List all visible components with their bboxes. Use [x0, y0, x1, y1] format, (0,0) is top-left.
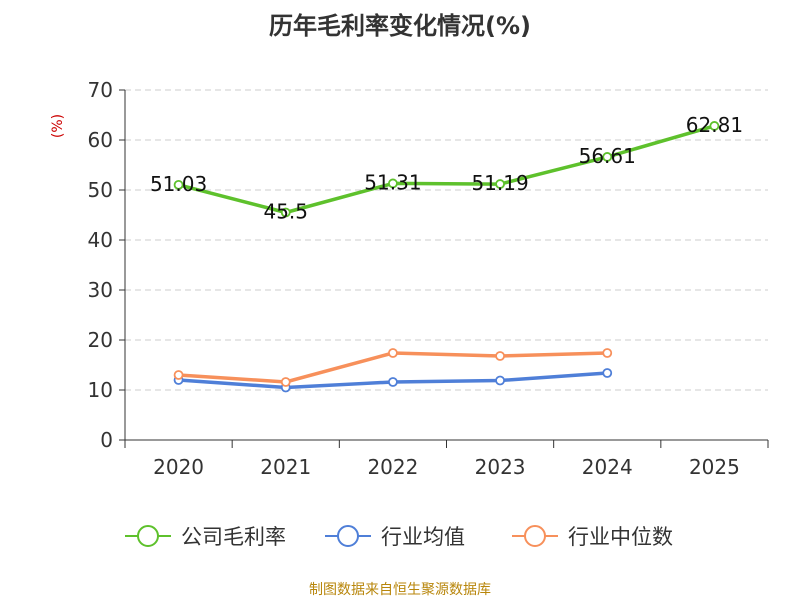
data-label: 51.03 [150, 172, 207, 196]
x-tick-label: 2022 [367, 455, 418, 479]
y-tick-label: 50 [88, 178, 113, 202]
data-point [495, 351, 505, 361]
legend-marker-icon [337, 525, 359, 547]
data-label: 51.19 [471, 171, 528, 195]
data-label: 51.31 [364, 170, 421, 194]
data-label: 45.5 [263, 200, 308, 224]
legend-label: 公司毛利率 [181, 525, 286, 549]
x-tick-label: 2020 [153, 455, 204, 479]
data-point [602, 152, 613, 162]
data-point [173, 370, 184, 380]
legend-marker-icon [137, 525, 159, 547]
chart-title: 历年毛利率变化情况(%) [269, 12, 531, 40]
y-tick-label: 60 [88, 128, 113, 152]
x-tick-label: 2024 [582, 455, 633, 479]
y-axis-unit: (%) [50, 114, 66, 138]
series-line [176, 124, 717, 215]
y-tick-label: 20 [88, 328, 113, 352]
y-tick-label: 30 [88, 278, 113, 302]
data-labels: 51.03 45.5 51.31 51.19 56.61 62.81 [150, 113, 743, 224]
x-tick-label: 2025 [689, 455, 740, 479]
data-point [388, 377, 398, 387]
data-point [388, 178, 398, 189]
data-point [709, 121, 720, 131]
data-point [173, 179, 184, 190]
data-point [280, 377, 291, 387]
data-point [602, 348, 613, 358]
legend-item[interactable]: 行业均值 [325, 525, 465, 549]
x-tick-label: 2023 [475, 455, 526, 479]
legend-item[interactable]: 行业中位数 [512, 525, 673, 549]
data-point [602, 368, 613, 378]
data-point [495, 375, 505, 386]
y-tick-label: 10 [88, 378, 113, 402]
legend-item[interactable]: 公司毛利率 [125, 525, 286, 549]
y-tick-label: 70 [88, 78, 113, 102]
data-label: 56.61 [579, 144, 636, 168]
axes: 0 10 20 30 40 50 60 70 2020 2021 2022 2023 2024 2025 [88, 78, 769, 479]
data-point [388, 348, 398, 358]
data-point [280, 207, 291, 218]
data-label: 62.81 [686, 113, 743, 137]
data-point [495, 179, 505, 189]
legend[interactable]: 公司毛利率 行业均值 行业中位数 [125, 525, 673, 549]
grid [125, 89, 768, 391]
legend-marker-icon [524, 525, 546, 547]
series-group [173, 121, 720, 393]
x-tick-label: 2021 [260, 455, 311, 479]
legend-label: 行业均值 [381, 525, 465, 549]
y-tick-label: 40 [88, 228, 113, 252]
legend-label: 行业中位数 [568, 525, 673, 549]
y-tick-label: 0 [100, 428, 113, 452]
source-note: 制图数据来自恒生聚源数据库 [309, 582, 491, 598]
